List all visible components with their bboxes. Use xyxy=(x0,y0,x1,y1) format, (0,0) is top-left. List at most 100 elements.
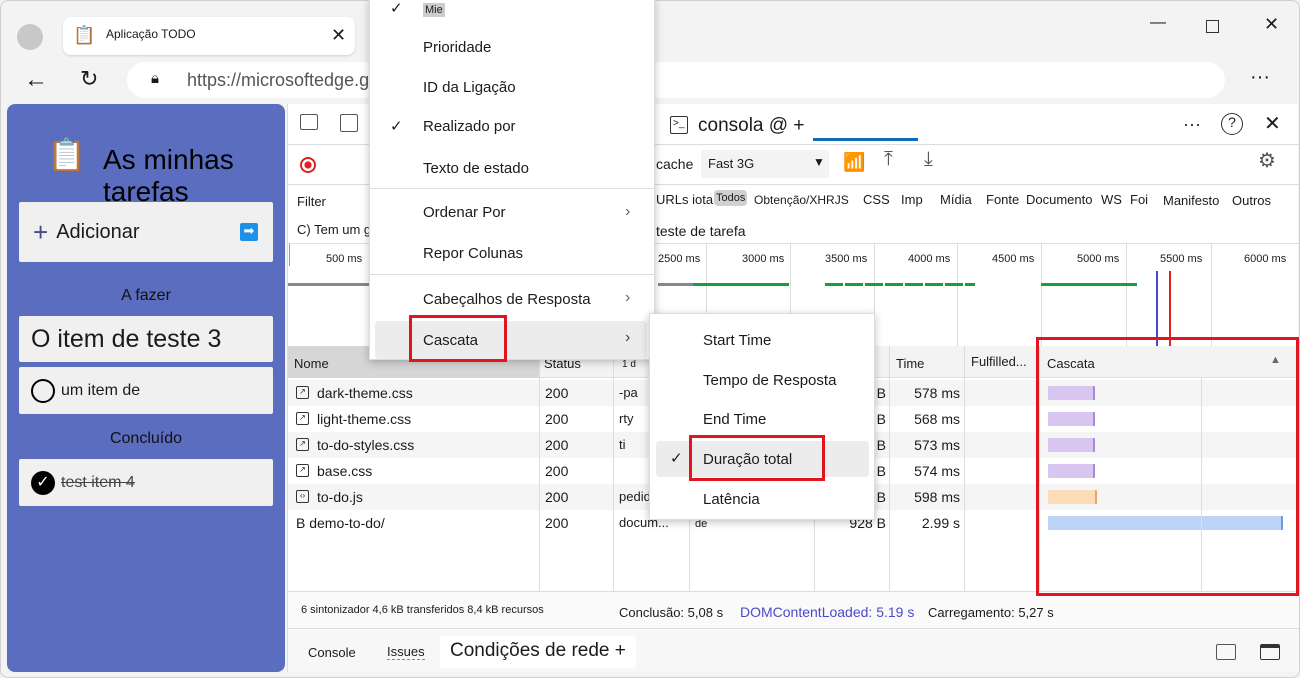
filter-doc[interactable]: Documento xyxy=(1026,192,1093,207)
submenu-response-time[interactable]: Tempo de Resposta xyxy=(703,372,837,389)
inspect-icon[interactable] xyxy=(300,114,318,130)
request-initiator: de xyxy=(695,518,708,530)
filter-css[interactable]: CSS xyxy=(863,192,890,207)
timeline-bar xyxy=(658,283,693,286)
help-icon[interactable]: ? xyxy=(1221,113,1243,135)
col-time[interactable]: Time xyxy=(896,356,925,371)
col-type[interactable]: 1 d xyxy=(622,359,636,370)
tab-console[interactable]: consola @ + xyxy=(698,115,805,136)
submenu-start-time[interactable]: Start Time xyxy=(703,332,772,349)
request-name: to-do-styles.css xyxy=(317,437,415,453)
undock-icon[interactable] xyxy=(1260,644,1280,660)
add-task-button[interactable]: + Adicionar ➡ xyxy=(19,202,273,262)
waterfall-highlight xyxy=(1036,337,1299,596)
close-window-icon[interactable]: ✕ xyxy=(1264,14,1280,34)
unchecked-circle-icon[interactable] xyxy=(31,378,55,403)
tab-title: Aplicação TODO xyxy=(106,27,196,41)
total-duration-highlight xyxy=(689,435,825,481)
todo-item[interactable]: um item de xyxy=(19,367,273,414)
menu-item-priority[interactable]: Prioridade xyxy=(423,39,492,56)
drawer-tab-issues[interactable]: Issues xyxy=(387,644,425,660)
download-icon[interactable]: ⤓ xyxy=(924,148,933,170)
filter-media[interactable]: Mídia xyxy=(940,192,972,207)
waterfall-menu-highlight xyxy=(409,315,507,362)
menu-item-response-headers[interactable]: Cabeçalhos de Resposta xyxy=(423,291,591,308)
maximize-icon[interactable] xyxy=(1206,20,1219,33)
menu-item-label: Duração total xyxy=(703,451,793,468)
drawer-tab-network-conditions[interactable]: Condições de rede + xyxy=(440,636,636,668)
filter-fetch[interactable]: Obtenção/XHRJS xyxy=(754,193,849,207)
sort-up-icon[interactable]: ▲ xyxy=(1270,354,1281,366)
upload-icon[interactable]: ⤒ xyxy=(884,148,893,170)
settings-icon[interactable]: ⚙ xyxy=(1258,150,1276,172)
filter-ws[interactable]: WS xyxy=(1101,192,1122,207)
finish-text: Conclusão: 5,08 s xyxy=(619,605,724,620)
css-file-icon: ↗ xyxy=(296,464,309,477)
tick-label: 3500 ms xyxy=(825,253,868,265)
done-item[interactable]: ✓ test item 4 xyxy=(19,459,273,506)
menu-item-sort-by[interactable]: Ordenar Por xyxy=(423,204,506,221)
timeline-bar xyxy=(693,283,789,286)
request-time: 598 ms xyxy=(914,489,960,505)
filter-wasm[interactable]: Foi xyxy=(1130,192,1149,207)
clipboard-icon: 📋 xyxy=(47,137,87,173)
requests-table: Nome Status 1 d Time Fulfilled... Cascat… xyxy=(288,346,1299,591)
timeline-overview[interactable]: 500 ms 2500 ms 3000 ms 3500 ms 4000 ms 4… xyxy=(288,243,1299,347)
request-type: -pa xyxy=(619,385,638,400)
add-label: Adicionar xyxy=(56,220,140,243)
address-bar[interactable]: 🔒︎ https://microsoftedge.g xyxy=(127,62,1225,98)
todo-app: 📋 As minhas tarefas + Adicionar ➡ A faze… xyxy=(7,104,285,672)
dock-icon[interactable] xyxy=(1216,644,1236,660)
close-devtools-icon[interactable]: ✕ xyxy=(1264,113,1281,135)
back-icon[interactable]: ← xyxy=(24,66,48,93)
col-waterfall[interactable]: Cascata xyxy=(1047,356,1095,371)
more-icon[interactable]: ··· xyxy=(1250,66,1270,88)
throttle-select[interactable]: Fast 3G ▼ xyxy=(701,150,829,178)
check-icon: ✓ xyxy=(670,450,683,467)
checked-circle-icon[interactable]: ✓ xyxy=(31,470,55,495)
todo-item[interactable]: O item de teste 3 xyxy=(19,316,273,362)
dcl-text: DOMContentLoaded: 5.19 s xyxy=(740,604,915,620)
tick-label: 4000 ms xyxy=(908,253,951,265)
close-tab-icon[interactable]: ✕ xyxy=(331,25,347,45)
col-fulfilled[interactable]: Fulfilled... xyxy=(971,354,1027,369)
filter-urls[interactable]: URLs iota xyxy=(656,192,714,207)
menu-item[interactable]: Mie xyxy=(423,3,445,17)
tick-label: 2500 ms xyxy=(658,253,701,265)
chevron-right-icon: › xyxy=(625,203,631,220)
url-text: https://microsoftedge.g xyxy=(187,70,370,90)
request-status: 200 xyxy=(545,515,569,531)
menu-item-connection-id[interactable]: ID da Ligação xyxy=(423,79,516,96)
menu-item-initiator[interactable]: Realizado por xyxy=(423,118,516,135)
network-conditions-icon[interactable]: 📶 xyxy=(843,152,866,172)
menu-item-waterfall[interactable]: Cascata › xyxy=(375,321,647,359)
menu-item-reset-columns[interactable]: Repor Colunas xyxy=(423,245,524,262)
filter-img[interactable]: Imp xyxy=(901,192,923,207)
waterfall-bar xyxy=(1048,386,1095,400)
submenu-end-time[interactable]: End Time xyxy=(703,411,767,428)
drawer-tab-console[interactable]: Console xyxy=(308,645,356,660)
col-name[interactable]: Nome xyxy=(294,356,329,371)
request-type: ti xyxy=(619,437,626,452)
request-time: 568 ms xyxy=(914,411,960,427)
waterfall-bar xyxy=(1048,490,1097,504)
menu-item-status-text[interactable]: Texto de estado xyxy=(423,160,529,177)
filter-other[interactable]: Outros xyxy=(1232,193,1272,208)
more-options-icon[interactable]: ··· xyxy=(1183,114,1201,134)
filter-input[interactable]: Filter xyxy=(297,194,326,209)
submenu-latency[interactable]: Latência xyxy=(703,491,760,508)
filter-manifest[interactable]: Manifesto xyxy=(1163,193,1220,208)
drawer-tabbar: Console Issues Condições de rede + xyxy=(288,630,1299,672)
browser-tab[interactable]: 📋 Aplicação TODO ✕ xyxy=(63,17,355,55)
refresh-icon[interactable]: ↻ xyxy=(80,66,99,91)
request-type: rty xyxy=(619,411,634,426)
minimize-icon[interactable]: — xyxy=(1150,14,1166,31)
waterfall-bar xyxy=(1048,516,1283,530)
request-name: base.css xyxy=(317,463,373,479)
record-icon[interactable] xyxy=(300,157,316,173)
filter-font[interactable]: Fonte xyxy=(986,192,1020,207)
filter-all[interactable]: Todos xyxy=(714,190,748,206)
profile-icon[interactable] xyxy=(17,24,43,50)
request-name: to-do.js xyxy=(317,489,363,505)
device-icon[interactable] xyxy=(340,114,358,132)
